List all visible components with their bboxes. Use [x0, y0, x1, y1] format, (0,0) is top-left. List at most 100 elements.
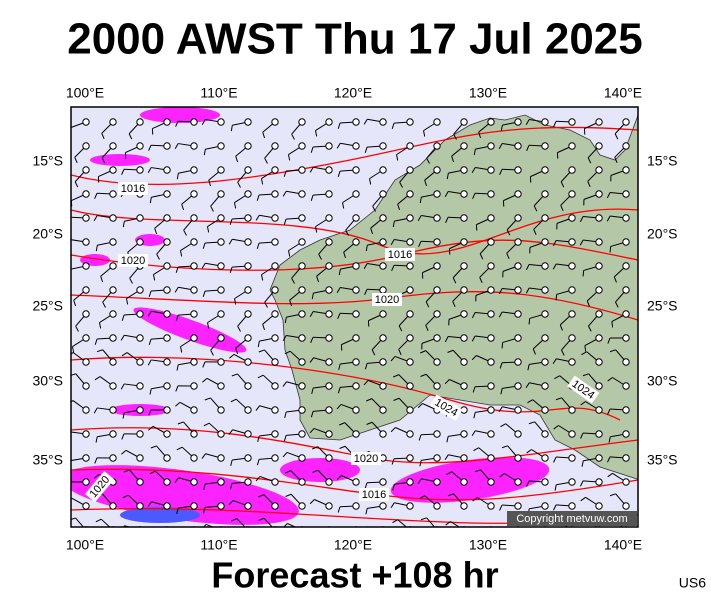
barb-station — [461, 479, 467, 485]
barb-station — [380, 287, 386, 293]
barb-station — [83, 263, 89, 269]
barb-station — [272, 383, 278, 389]
barb-station — [353, 407, 359, 413]
barb-station — [434, 119, 440, 125]
barb-station — [434, 431, 440, 437]
barb-station — [380, 167, 386, 173]
barb-feather — [69, 269, 70, 275]
barb-station — [623, 191, 629, 197]
barb-station — [434, 311, 440, 317]
barb-station — [461, 383, 467, 389]
barb-station — [488, 239, 494, 245]
barb-station — [488, 479, 494, 485]
barb-station — [272, 167, 278, 173]
barb-station — [245, 287, 251, 293]
barb-station — [83, 167, 89, 173]
barb-shaft — [475, 529, 491, 530]
barb-station — [164, 431, 170, 437]
isobar-label: 1016 — [362, 489, 386, 501]
barb-station — [380, 407, 386, 413]
barb-station — [137, 143, 143, 149]
barb-station — [164, 143, 170, 149]
barb-station — [623, 143, 629, 149]
barb-station — [137, 503, 143, 509]
barb-station — [326, 479, 332, 485]
barb-station — [434, 215, 440, 221]
barb-station — [596, 191, 602, 197]
barb-station — [623, 383, 629, 389]
barb-station — [245, 335, 251, 341]
barb-station — [542, 527, 548, 533]
barb-station — [326, 143, 332, 149]
barb-station — [407, 263, 413, 269]
barb-station — [353, 431, 359, 437]
lat-label: 25°S — [32, 298, 63, 314]
barb-station — [596, 287, 602, 293]
barb-station — [569, 455, 575, 461]
barb-feather — [612, 322, 613, 328]
isobar-label-group: 1016 — [118, 182, 148, 195]
barb-station — [83, 335, 89, 341]
barb-station — [407, 287, 413, 293]
barb-station — [272, 191, 278, 197]
barb-station — [623, 431, 629, 437]
barb-station — [83, 215, 89, 221]
barb-station — [623, 479, 629, 485]
barb-feather — [67, 432, 70, 437]
barb-station — [272, 215, 278, 221]
barb-station — [407, 527, 413, 533]
barb-station — [245, 407, 251, 413]
barb-station — [164, 527, 170, 533]
barb-station — [407, 383, 413, 389]
barb-station — [110, 119, 116, 125]
barb-station — [272, 431, 278, 437]
barb-station — [83, 455, 89, 461]
barb-station — [434, 479, 440, 485]
lon-label: 130°E — [469, 537, 507, 553]
barb-station — [623, 407, 629, 413]
barb-station — [299, 191, 305, 197]
barb-station — [299, 455, 305, 461]
barb-station — [326, 407, 332, 413]
lon-label: 120°E — [334, 85, 372, 101]
barb-station — [191, 335, 197, 341]
barb-station — [353, 311, 359, 317]
barb-station — [542, 479, 548, 485]
barb-station — [596, 503, 602, 509]
barb-station — [623, 287, 629, 293]
barb-station — [515, 335, 521, 341]
barb-station — [218, 287, 224, 293]
barb-station — [326, 215, 332, 221]
barb-station — [488, 503, 494, 509]
lon-label: 110°E — [200, 537, 237, 553]
barb-station — [461, 191, 467, 197]
barb-station — [515, 527, 521, 533]
barb-station — [299, 407, 305, 413]
barb-station — [191, 383, 197, 389]
barb-station — [191, 359, 197, 365]
barb-station — [299, 287, 305, 293]
lon-label: 120°E — [334, 537, 372, 553]
barb-station — [245, 263, 251, 269]
barb-station — [164, 239, 170, 245]
barb-feather — [526, 529, 529, 534]
barb-station — [542, 191, 548, 197]
barb-station — [326, 263, 332, 269]
barb-station — [191, 191, 197, 197]
barb-station — [245, 359, 251, 365]
barb-station — [326, 167, 332, 173]
barb-station — [110, 239, 116, 245]
barb-station — [515, 191, 521, 197]
barb-station — [245, 215, 251, 221]
barb-station — [569, 479, 575, 485]
barb-feather — [68, 217, 70, 222]
barb-station — [218, 479, 224, 485]
barb-station — [434, 143, 440, 149]
barb-station — [299, 263, 305, 269]
barb-station — [137, 335, 143, 341]
barb-station — [515, 215, 521, 221]
barb-station — [623, 215, 629, 221]
barb-station — [218, 263, 224, 269]
barb-station — [542, 407, 548, 413]
